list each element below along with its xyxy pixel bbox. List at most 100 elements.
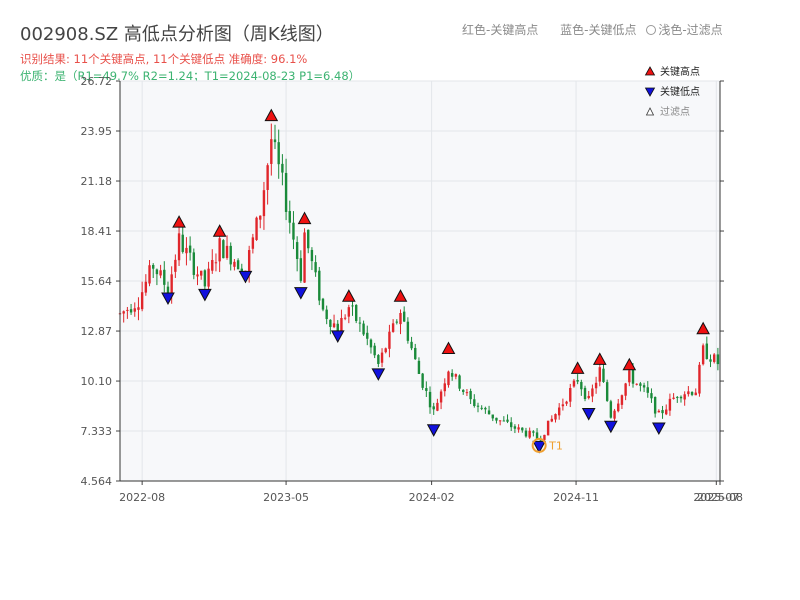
candle: [668, 393, 672, 416]
candle-body: [450, 373, 454, 377]
candle: [155, 268, 159, 286]
candle: [196, 266, 199, 286]
candle: [683, 391, 686, 406]
candle: [406, 317, 410, 344]
candle: [569, 383, 572, 408]
candle-body: [251, 237, 255, 249]
y-tick-label: 15.64: [81, 275, 113, 288]
candle-body: [358, 322, 362, 324]
candle-body: [270, 139, 273, 164]
candle: [513, 424, 517, 434]
candle: [188, 236, 192, 261]
candle: [414, 343, 417, 360]
candle: [273, 124, 277, 150]
result-summary: 识别结果: 11个关键高点, 11个关键低点 准确度: 96.1%: [20, 52, 308, 66]
key-high-marker: [264, 108, 279, 122]
candle-body: [502, 420, 506, 422]
candle-body: [395, 321, 399, 323]
candle: [399, 309, 402, 335]
candle: [598, 361, 601, 387]
candle: [284, 158, 288, 221]
candle: [343, 314, 347, 321]
candle: [428, 386, 432, 414]
candle-body: [214, 262, 218, 264]
candle-body: [557, 407, 561, 416]
candle: [447, 370, 450, 388]
key-high-marker: [592, 352, 607, 365]
candle-body: [384, 348, 387, 353]
key-low-marker: [161, 292, 175, 306]
candle-body: [473, 399, 476, 406]
candle-body: [196, 274, 199, 277]
candle-body: [550, 418, 554, 422]
candle: [480, 405, 483, 411]
candle-body: [484, 407, 487, 410]
candle-body: [122, 311, 125, 314]
candle: [332, 314, 336, 329]
key-low-marker: [238, 270, 253, 284]
color-key-red: 红色-关键高点: [462, 23, 539, 37]
candle: [587, 390, 590, 400]
candle-body: [273, 139, 277, 143]
candle: [417, 357, 421, 375]
candle: [650, 388, 653, 403]
candle: [713, 353, 716, 364]
filtered-circle-icon: [646, 25, 657, 35]
candle-body: [377, 355, 380, 364]
candle-body: [535, 432, 539, 439]
candle-body: [325, 309, 328, 320]
candle-body: [336, 323, 339, 333]
chart-title: 002908.SZ 高低点分析图（周K线图）: [20, 24, 334, 45]
candle-body: [480, 407, 483, 409]
legend-label: 关键高点: [660, 65, 700, 78]
key-high-marker: [622, 357, 637, 371]
candle-body: [262, 190, 266, 217]
x-tick-label: 2023-05: [263, 491, 309, 504]
candle: [270, 123, 273, 176]
candle-body: [694, 392, 697, 396]
candle: [199, 270, 203, 280]
candle: [510, 417, 513, 432]
candle-body: [347, 307, 351, 317]
candle-body: [657, 410, 661, 413]
candle-body: [495, 417, 498, 421]
key-low-marker: [294, 287, 308, 300]
candle: [152, 263, 155, 279]
candle: [635, 383, 638, 386]
candle: [140, 281, 144, 312]
candle-body: [668, 398, 672, 411]
candle-body: [170, 274, 173, 297]
candle-body: [366, 332, 369, 339]
candle-body: [303, 232, 306, 283]
candle: [177, 227, 181, 266]
candle: [122, 310, 125, 323]
candle: [355, 304, 358, 324]
candle: [498, 420, 502, 426]
candle-body: [510, 422, 513, 428]
x-tick-label: 2025-07: [693, 491, 739, 504]
candle-body: [417, 360, 421, 374]
candle-body: [624, 383, 627, 396]
candle: [565, 400, 568, 406]
candle-body: [181, 234, 184, 252]
candle-body: [521, 427, 524, 431]
candle-body: [462, 389, 465, 392]
candle-body: [329, 319, 332, 327]
candle-body: [605, 382, 609, 401]
color-key: 红色-关键高点 蓝色-关键低点 浅色-过滤点: [462, 21, 741, 38]
candle: [484, 406, 487, 414]
candle-body: [192, 252, 196, 275]
key-low-marker: [581, 408, 596, 421]
candle-body: [653, 396, 657, 414]
candle: [192, 248, 196, 280]
candle: [181, 225, 184, 254]
candle-body: [598, 367, 601, 382]
candle: [454, 373, 458, 380]
candle-body: [458, 375, 461, 389]
candle-body: [642, 385, 646, 388]
candle-body: [281, 163, 284, 173]
candle: [277, 129, 280, 179]
candle-body: [679, 396, 683, 399]
candle-body: [148, 265, 151, 284]
